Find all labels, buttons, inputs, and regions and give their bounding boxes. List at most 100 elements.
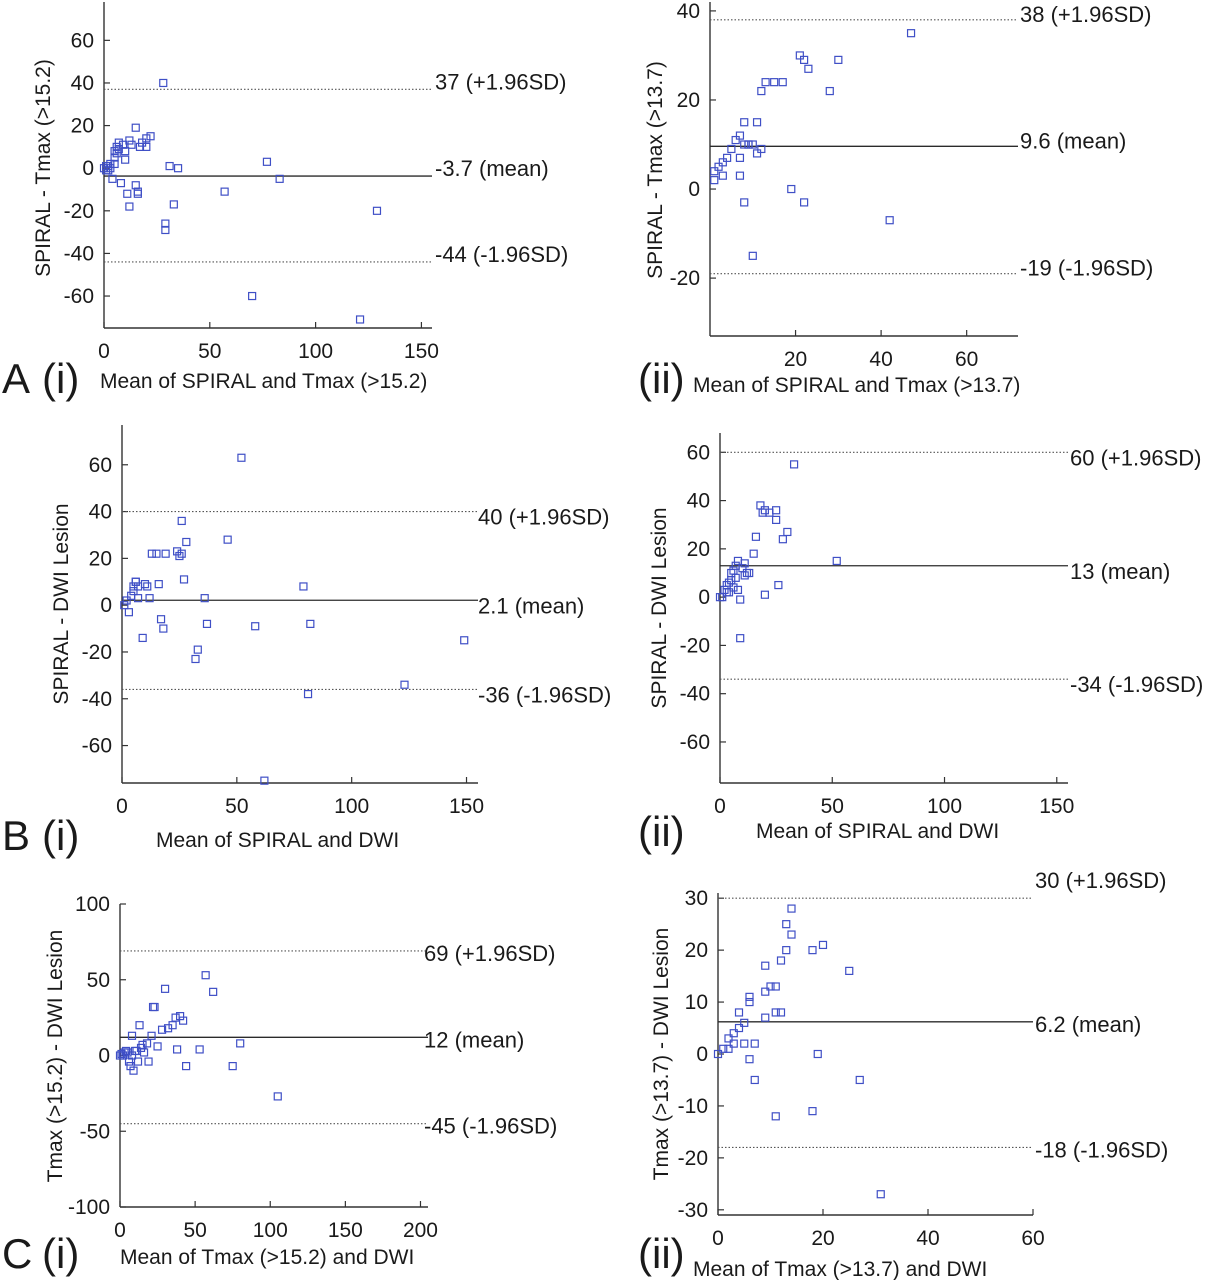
x-tick-label: 150 <box>449 795 484 818</box>
data-point <box>770 78 779 87</box>
data-point <box>99 164 109 173</box>
data-point <box>776 1008 786 1017</box>
y-tick-label: -20 <box>82 641 112 664</box>
data-point <box>714 162 723 171</box>
data-point <box>108 174 117 183</box>
mean-label: 9.6 (mean) <box>1020 128 1126 153</box>
data-point <box>778 535 787 544</box>
data-point <box>131 181 140 190</box>
data-point <box>745 568 754 578</box>
limit-label: -45 (-1.96SD) <box>424 1114 557 1139</box>
data-point <box>724 578 734 587</box>
y-tick-label: 20 <box>687 538 710 561</box>
data-point <box>104 161 113 171</box>
data-point <box>789 460 799 469</box>
x-tick-label: 0 <box>714 795 726 818</box>
data-point <box>745 1055 754 1064</box>
data-point <box>760 506 770 515</box>
x-tick-label: 60 <box>1021 1227 1044 1250</box>
y-axis-label: SPIRAL - DWI Lesion <box>648 507 671 708</box>
data-point <box>742 568 752 578</box>
data-point <box>740 559 749 568</box>
data-point <box>740 1039 749 1048</box>
y-tick-label: 20 <box>89 547 112 570</box>
data-point <box>761 1013 770 1022</box>
data-point <box>749 549 758 558</box>
data-point <box>355 315 365 324</box>
y-tick-label: 60 <box>687 441 710 464</box>
data-point <box>745 997 754 1007</box>
data-point <box>876 1190 885 1199</box>
data-point <box>223 535 232 544</box>
data-point <box>750 1039 759 1048</box>
row-letter: C <box>2 1230 32 1277</box>
data-point <box>731 573 740 582</box>
data-point <box>752 149 762 158</box>
y-tick-label: 60 <box>71 29 94 52</box>
data-point <box>736 595 745 604</box>
data-point <box>460 636 469 645</box>
data-point <box>112 149 121 158</box>
y-tick-label: 0 <box>100 594 112 617</box>
data-point <box>129 587 138 596</box>
data-point <box>160 984 170 993</box>
data-point <box>299 582 308 591</box>
y-tick-label: 100 <box>75 893 110 916</box>
y-tick-label: -100 <box>68 1196 110 1219</box>
data-point <box>161 549 170 558</box>
data-point <box>740 198 749 207</box>
data-point <box>800 198 809 207</box>
x-tick-label: 20 <box>784 348 807 371</box>
data-point <box>766 982 775 991</box>
data-point <box>303 689 313 699</box>
data-point <box>735 171 745 180</box>
x-tick-label: 100 <box>298 340 333 363</box>
data-point <box>133 582 143 591</box>
x-axis-label: Mean of SPIRAL and Tmax (>13.7) <box>693 374 1020 397</box>
y-axis-label: SPIRAL - Tmax (>13.7) <box>644 61 667 279</box>
x-tick-label: 100 <box>334 795 369 818</box>
limit-label: 60 (+1.96SD) <box>1070 445 1201 470</box>
data-point <box>133 594 143 603</box>
y-tick-label: -50 <box>80 1120 110 1143</box>
data-point <box>729 566 738 575</box>
data-point <box>275 174 284 183</box>
data-point <box>745 992 754 1001</box>
y-tick-label: 0 <box>98 1045 110 1068</box>
data-point <box>757 86 766 96</box>
data-point <box>135 142 145 151</box>
data-point <box>761 78 770 87</box>
mean-label: 6.2 (mean) <box>1035 1012 1141 1037</box>
data-point <box>131 123 140 132</box>
data-point <box>724 1044 733 1053</box>
y-tick-label: 0 <box>688 178 700 201</box>
data-point <box>138 633 147 643</box>
data-point <box>273 1092 282 1101</box>
data-point <box>147 1031 156 1040</box>
data-point <box>771 1008 780 1017</box>
x-axis-label: Mean of SPIRAL and DWI <box>756 820 999 843</box>
y-tick-label: -60 <box>680 731 710 754</box>
data-point <box>776 956 786 965</box>
y-tick-label: -20 <box>680 634 710 657</box>
y-axis-label: SPIRAL - Tmax (>15.2) <box>32 59 55 277</box>
data-point <box>765 508 774 517</box>
data-point <box>262 157 272 166</box>
data-point <box>748 251 757 260</box>
data-point <box>729 1039 738 1048</box>
data-point <box>179 575 189 584</box>
x-tick-label: 100 <box>927 795 962 818</box>
y-tick-label: 20 <box>677 89 700 112</box>
data-point <box>710 167 719 176</box>
data-point <box>744 140 753 149</box>
data-point <box>146 132 155 141</box>
y-tick-label: 40 <box>677 0 700 23</box>
x-tick-label: 0 <box>98 340 110 363</box>
data-point <box>193 645 202 654</box>
data-point <box>121 1046 131 1056</box>
row-letter: A <box>2 355 30 402</box>
data-point <box>122 596 131 605</box>
y-tick-label: 40 <box>687 490 710 513</box>
data-point <box>760 590 770 599</box>
y-tick-label: -60 <box>64 285 94 308</box>
